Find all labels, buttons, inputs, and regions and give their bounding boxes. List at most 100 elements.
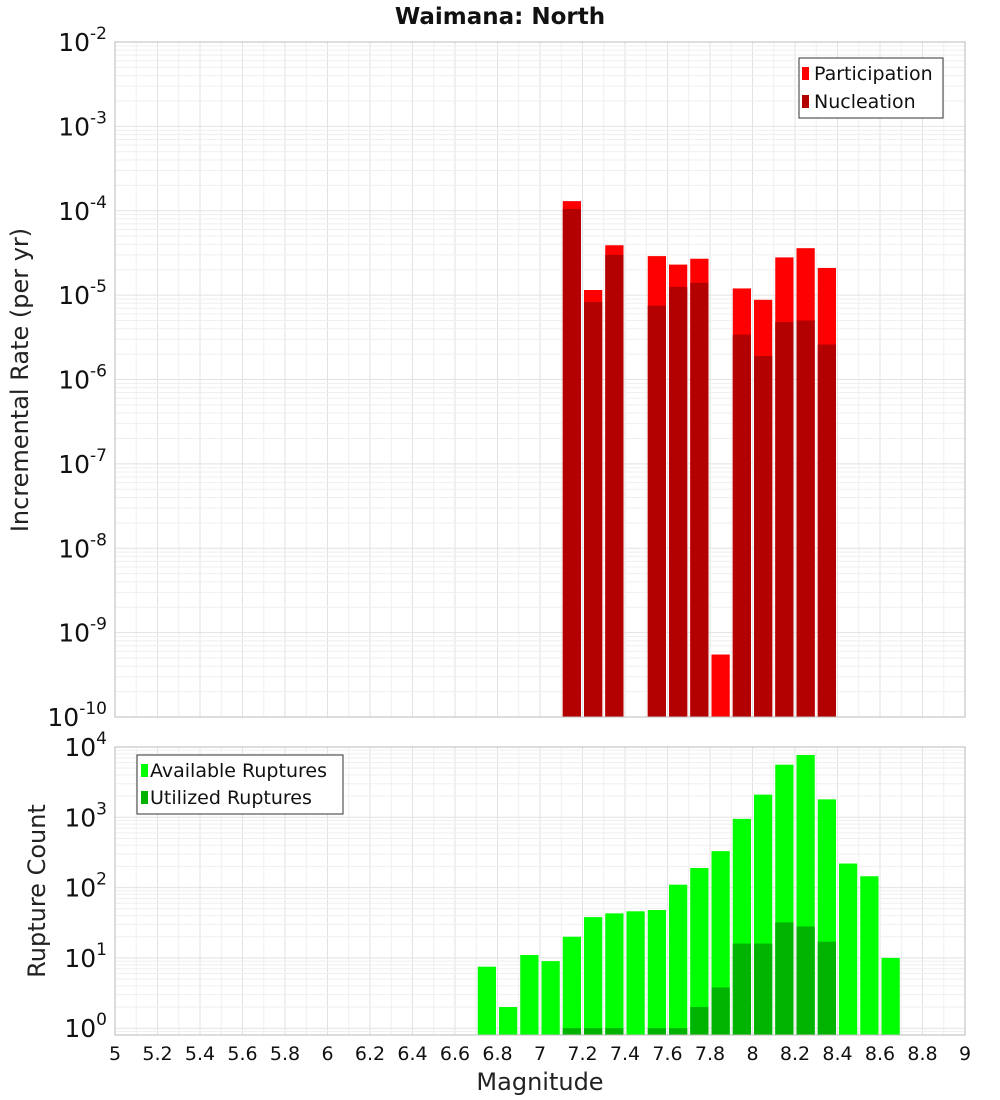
- count-y-axis-title: Rupture Count: [23, 804, 51, 978]
- rate-y-tick-label: 10-9: [58, 615, 107, 648]
- x-tick-label: 7.6: [652, 1043, 682, 1065]
- count-bar-utilized: [796, 926, 815, 1035]
- count-bars: [477, 754, 900, 1035]
- x-tick-label: 7.4: [610, 1043, 640, 1065]
- x-tick-label: 8.6: [865, 1043, 895, 1065]
- rate-y-tick-label: 10-2: [58, 24, 107, 57]
- count-y-ticks: 100 101 102 103 104: [64, 729, 107, 1043]
- x-tick-label: 6: [321, 1043, 333, 1065]
- rate-panel: 10-10 10-9 10-8 10-7 10-6 10-5 10-4 10-3 10-2 In…: [6, 24, 966, 732]
- x-tick-labels: 5 5.2 5.4 5.6 5.8 6 6.2 6.4 6.6 6.8 7 7.2 7.4 7.6 7.8 8…: [109, 1043, 971, 1065]
- count-bar-available: [626, 911, 645, 1035]
- rate-bar-nucleation: [584, 301, 603, 717]
- legend-swatch-nucleation: [802, 95, 809, 108]
- x-tick-label: 7: [534, 1043, 546, 1065]
- count-bar-available: [839, 863, 858, 1035]
- x-tick-label: 8.2: [780, 1043, 810, 1065]
- count-bar-utilized: [690, 1007, 709, 1035]
- rate-plot-border: [114, 41, 966, 718]
- count-bar-available: [477, 966, 496, 1035]
- count-y-tick-label: 102: [64, 870, 107, 903]
- count-y-tick-label: 104: [64, 729, 107, 762]
- count-bar-utilized: [754, 943, 773, 1035]
- count-panel: 100 101 102 103 104 5 5.2 5.4 5.6 5.8 6 6.2 6.4 6.6 6…: [23, 729, 971, 1096]
- count-bar-utilized: [732, 943, 751, 1035]
- rate-legend: Participation Nucleation: [798, 57, 944, 119]
- count-bar-utilized: [605, 1028, 624, 1035]
- rate-y-tick-label: 10-4: [58, 193, 107, 226]
- count-bar-utilized: [562, 1028, 581, 1035]
- x-tick-label: 6.2: [355, 1043, 385, 1065]
- count-y-tick-label: 101: [64, 940, 107, 973]
- rate-grid: [114, 41, 966, 718]
- x-tick-label: 8.4: [822, 1043, 852, 1065]
- count-legend: Available Ruptures Utilized Ruptures: [136, 754, 344, 815]
- x-tick-label: 6.6: [440, 1043, 470, 1065]
- x-tick-label: 5: [109, 1043, 121, 1065]
- count-y-tick-label: 103: [64, 799, 107, 832]
- rate-bars: [562, 201, 836, 718]
- count-bar-available: [881, 957, 900, 1035]
- count-bar-utilized: [669, 1028, 688, 1035]
- x-tick-label: 6.8: [482, 1043, 512, 1065]
- rate-bar-nucleation: [605, 254, 624, 717]
- x-tick-label: 6.4: [397, 1043, 427, 1065]
- count-bar-utilized: [775, 922, 794, 1035]
- rate-legend-box: [798, 57, 944, 119]
- rate-y-tick-label: 10-6: [58, 362, 107, 395]
- count-bar-available: [499, 1007, 518, 1035]
- count-bar-available: [690, 867, 709, 1035]
- rate-y-ticks: 10-10 10-9 10-8 10-7 10-6 10-5 10-4 10-3 10-2: [47, 24, 107, 732]
- x-tick-label: 5.6: [227, 1043, 257, 1065]
- rate-y-tick-label: 10-10: [47, 699, 107, 732]
- legend-label-available: Available Ruptures: [150, 760, 327, 782]
- rate-y-tick-label: 10-8: [58, 530, 107, 563]
- rate-bar-nucleation: [647, 305, 666, 717]
- rate-y-tick-label: 10-3: [58, 108, 107, 141]
- count-bar-available: [647, 910, 666, 1035]
- rate-bar-nucleation: [732, 334, 751, 717]
- rate-bar-nucleation: [796, 320, 815, 717]
- rate-bar-nucleation: [754, 355, 773, 717]
- x-tick-label: 7.8: [695, 1043, 725, 1065]
- legend-label-utilized: Utilized Ruptures: [150, 787, 312, 809]
- rate-y-tick-label: 10-7: [58, 446, 107, 479]
- legend-label-participation: Participation: [814, 63, 933, 85]
- rate-y-axis-title: Incremental Rate (per yr): [6, 228, 34, 532]
- count-bar-available: [860, 876, 879, 1035]
- chart-title: Waimana: North: [395, 4, 605, 30]
- x-tick-label: 8: [746, 1043, 758, 1065]
- x-tick-label: 5.8: [270, 1043, 300, 1065]
- legend-swatch-available: [141, 764, 148, 777]
- count-bar-available: [584, 917, 603, 1035]
- count-bar-available: [541, 961, 560, 1035]
- count-y-tick-label: 100: [64, 1010, 107, 1043]
- count-bar-utilized: [817, 941, 836, 1035]
- count-legend-box: [136, 754, 344, 815]
- legend-swatch-utilized: [141, 791, 148, 804]
- x-tick-label: 9: [959, 1043, 971, 1065]
- x-tick-label: 5.4: [185, 1043, 215, 1065]
- rate-bar-nucleation: [817, 344, 836, 717]
- count-bar-available: [520, 954, 539, 1035]
- x-tick-label: 7.2: [567, 1043, 597, 1065]
- rate-bar-nucleation: [669, 286, 688, 717]
- x-axis-title: Magnitude: [476, 1068, 603, 1096]
- x-tick-label: 8.8: [907, 1043, 937, 1065]
- legend-label-nucleation: Nucleation: [814, 91, 916, 113]
- rate-bar-participation: [711, 654, 730, 717]
- rate-bar-nucleation: [562, 208, 581, 717]
- count-bar-utilized: [584, 1028, 603, 1035]
- count-bar-utilized: [647, 1028, 666, 1035]
- count-plot-border: [114, 746, 966, 1036]
- rate-bar-nucleation: [690, 282, 709, 717]
- legend-swatch-participation: [802, 67, 809, 80]
- count-bar-utilized: [711, 987, 730, 1035]
- count-bar-available: [562, 936, 581, 1035]
- rate-y-tick-label: 10-5: [58, 277, 107, 310]
- count-bar-available: [669, 884, 688, 1035]
- count-bar-available: [605, 913, 624, 1035]
- rate-bar-nucleation: [775, 322, 794, 717]
- x-tick-label: 5.2: [142, 1043, 172, 1065]
